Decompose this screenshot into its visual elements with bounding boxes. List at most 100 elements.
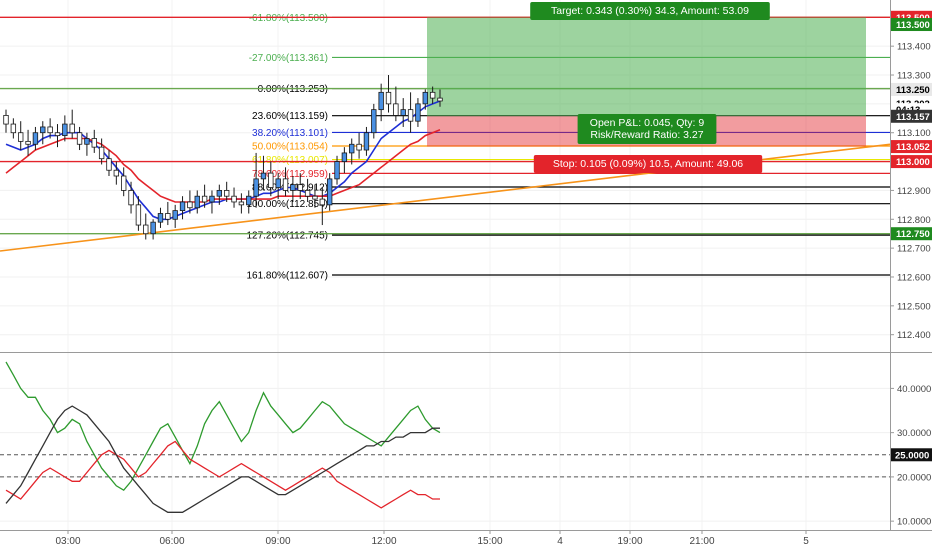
candle-body <box>334 161 340 180</box>
candle-body <box>150 221 156 235</box>
candle-body <box>179 201 186 212</box>
long-position-tool[interactable] <box>427 17 866 147</box>
candle-body <box>98 146 105 160</box>
fib-level-label: 100.00%(112.854) <box>246 199 328 210</box>
candle-body <box>253 178 259 197</box>
indicator-level-tag-bg <box>891 448 932 462</box>
price-tick-label: 112.900 <box>897 186 931 197</box>
fib-level-label: -27.00%(113.361) <box>249 53 328 64</box>
indicator-series-line <box>5 440 440 509</box>
candle-body <box>113 169 120 177</box>
price-tick-label: 113.400 <box>897 42 931 53</box>
candle-body <box>54 132 61 137</box>
price-tag-bg <box>891 18 932 32</box>
candle-body <box>268 172 274 188</box>
candle-body <box>62 123 68 137</box>
price-tag-bg <box>891 227 932 241</box>
pnl-label-text: Open P&L: 0.045, Qty: 9 <box>590 117 705 129</box>
candle-body <box>326 178 333 206</box>
time-tick-label: 5 <box>803 536 809 547</box>
time-tick-label: 15:00 <box>477 536 502 547</box>
candle-body <box>135 204 142 226</box>
price-tick-label: 112.500 <box>897 301 931 312</box>
fib-level-label: 127.20%(112.745) <box>246 231 328 242</box>
candle-body <box>69 123 75 134</box>
price-tag-bg <box>891 82 932 96</box>
fib-level-label: 0.00%(113.253) <box>258 84 328 95</box>
grid-lines <box>0 0 890 530</box>
time-tick-label: 4 <box>557 536 563 547</box>
indicator-pane <box>0 361 890 513</box>
price-tick-label: 112.600 <box>897 272 931 283</box>
candle-body <box>10 123 17 134</box>
candle-body <box>260 172 267 180</box>
candle-body <box>304 190 311 197</box>
candle-body <box>32 132 39 145</box>
fib-level-label: 38.20%(113.101) <box>252 128 328 139</box>
price-tick-label: 112.800 <box>897 215 931 226</box>
candle-body <box>201 195 208 203</box>
time-tick-label: 09:00 <box>265 536 290 547</box>
price-tag-text: 113.250 <box>896 85 930 96</box>
indicator-level-tag-text: 25.0000 <box>895 450 929 461</box>
candle-body <box>172 210 178 220</box>
fib-level-label: 50.00%(113.054) <box>252 141 328 152</box>
price-tick-label: 112.700 <box>897 244 931 255</box>
indicator-series-line <box>5 405 440 513</box>
time-tick-label: 12:00 <box>371 536 396 547</box>
price-tag-text: 113.052 <box>896 142 930 153</box>
price-tick-label: 113.300 <box>897 71 931 82</box>
candle-body <box>18 132 24 142</box>
price-tag-bg <box>891 155 932 169</box>
candle-body <box>363 132 370 151</box>
price-tag-bg <box>891 109 932 123</box>
candle-body <box>84 138 90 145</box>
candle-body <box>3 115 9 125</box>
price-tag-text: 113.157 <box>896 112 930 123</box>
candle-body <box>47 126 53 134</box>
fib-level-label: 161.80%(112.607) <box>246 270 328 281</box>
candle-body <box>407 109 414 122</box>
candle-body <box>378 91 384 111</box>
price-tag-text: 112.750 <box>896 229 930 240</box>
candle-body <box>216 190 223 197</box>
candle-body <box>194 195 200 209</box>
indicator-tick-label: 10.0000 <box>897 517 931 528</box>
candle-body <box>76 132 83 145</box>
price-tag-text: 113.000 <box>896 157 930 168</box>
candle-body <box>246 195 252 206</box>
position-labels: Target: 0.343 (0.30%) 34.3, Amount: 53.0… <box>530 2 770 173</box>
pnl-label-box <box>577 114 717 144</box>
time-tick-label: 03:00 <box>55 536 80 547</box>
candle-body <box>231 195 237 203</box>
fib-level-label: 23.60%(113.159) <box>252 111 328 122</box>
candles <box>3 75 443 240</box>
candle-body <box>319 198 325 206</box>
candle-body <box>371 109 377 134</box>
indicator-tick-label: 40.0000 <box>897 384 931 395</box>
stop-label-box <box>533 155 763 173</box>
candle-body <box>40 126 46 134</box>
candle-body <box>106 158 112 171</box>
fib-level-label: 78.60%(112.959) <box>252 169 328 180</box>
stop-label-text: Stop: 0.105 (0.09%) 10.5, Amount: 49.06 <box>553 158 743 170</box>
indicator-tick-label: 30.0000 <box>897 428 931 439</box>
fib-level-label: -61.80%(113.500) <box>249 13 328 24</box>
candle-body <box>275 178 281 188</box>
candle-body <box>297 184 303 191</box>
candle-body <box>143 224 149 235</box>
candle-body <box>385 91 392 105</box>
candle-body <box>187 201 193 209</box>
candle-body <box>238 201 245 206</box>
candle-body <box>282 178 289 191</box>
target-label-text: Target: 0.343 (0.30%) 34.3, Amount: 53.0… <box>551 5 749 17</box>
indicator-series-line <box>5 361 441 492</box>
candle-body <box>25 140 31 145</box>
candle-body <box>290 184 296 191</box>
time-tick-label: 06:00 <box>159 536 184 547</box>
candle-body <box>165 213 171 220</box>
candle-body <box>437 97 443 102</box>
candle-body <box>429 91 436 99</box>
